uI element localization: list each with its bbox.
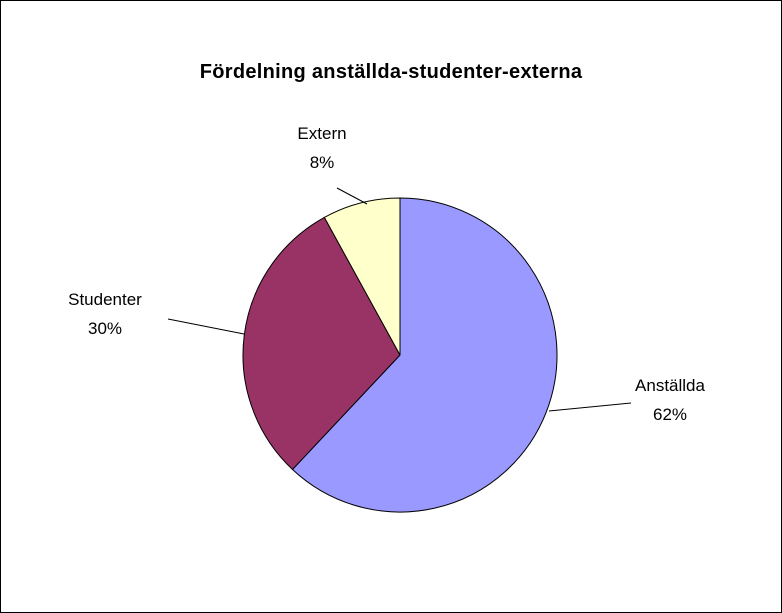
leader-line-anställda bbox=[548, 402, 632, 412]
pie-slice-extern bbox=[323, 197, 401, 356]
slice-label-anställda: Anställda bbox=[635, 376, 705, 395]
slice-percent-anställda: 62% bbox=[653, 405, 687, 424]
slice-label-extern: Extern bbox=[297, 124, 346, 143]
leader-line-extern bbox=[336, 187, 368, 205]
leader-line-studenter bbox=[167, 318, 245, 335]
slice-label-studenter: Studenter bbox=[68, 290, 142, 309]
slice-percent-studenter: 30% bbox=[88, 319, 122, 338]
chart-title: Fördelning anställda-studenter-externa bbox=[199, 61, 583, 83]
slice-percent-extern: 8% bbox=[310, 153, 335, 172]
pie-slice-anställda bbox=[291, 197, 558, 513]
pie-slice-studenter bbox=[242, 216, 401, 471]
